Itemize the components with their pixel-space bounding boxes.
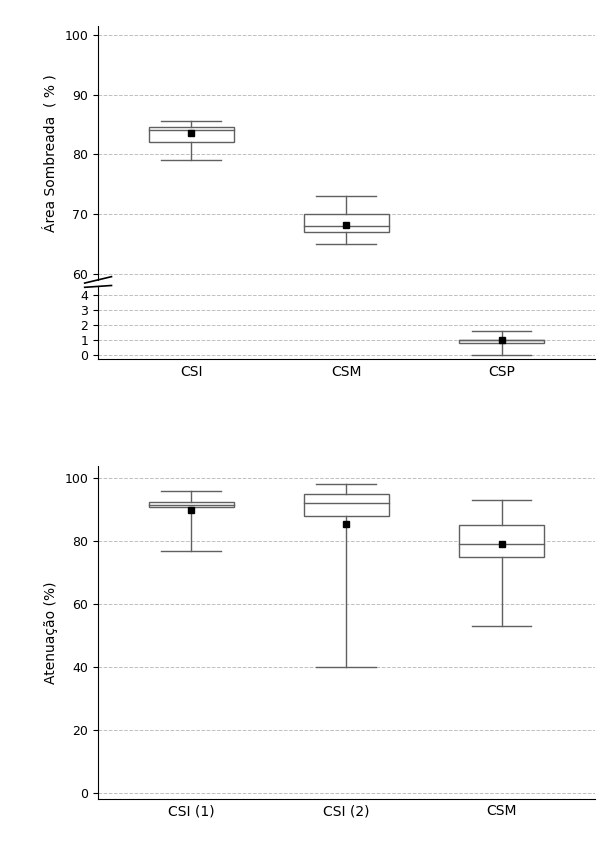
- FancyBboxPatch shape: [148, 127, 234, 143]
- Y-axis label: Área Sombreada  ( % ): Área Sombreada ( % ): [43, 74, 58, 232]
- FancyBboxPatch shape: [459, 526, 544, 557]
- FancyBboxPatch shape: [148, 502, 234, 507]
- FancyBboxPatch shape: [459, 340, 544, 343]
- FancyBboxPatch shape: [303, 214, 389, 232]
- Y-axis label: Atenuação (%): Atenuação (%): [44, 581, 58, 684]
- FancyBboxPatch shape: [303, 494, 389, 516]
